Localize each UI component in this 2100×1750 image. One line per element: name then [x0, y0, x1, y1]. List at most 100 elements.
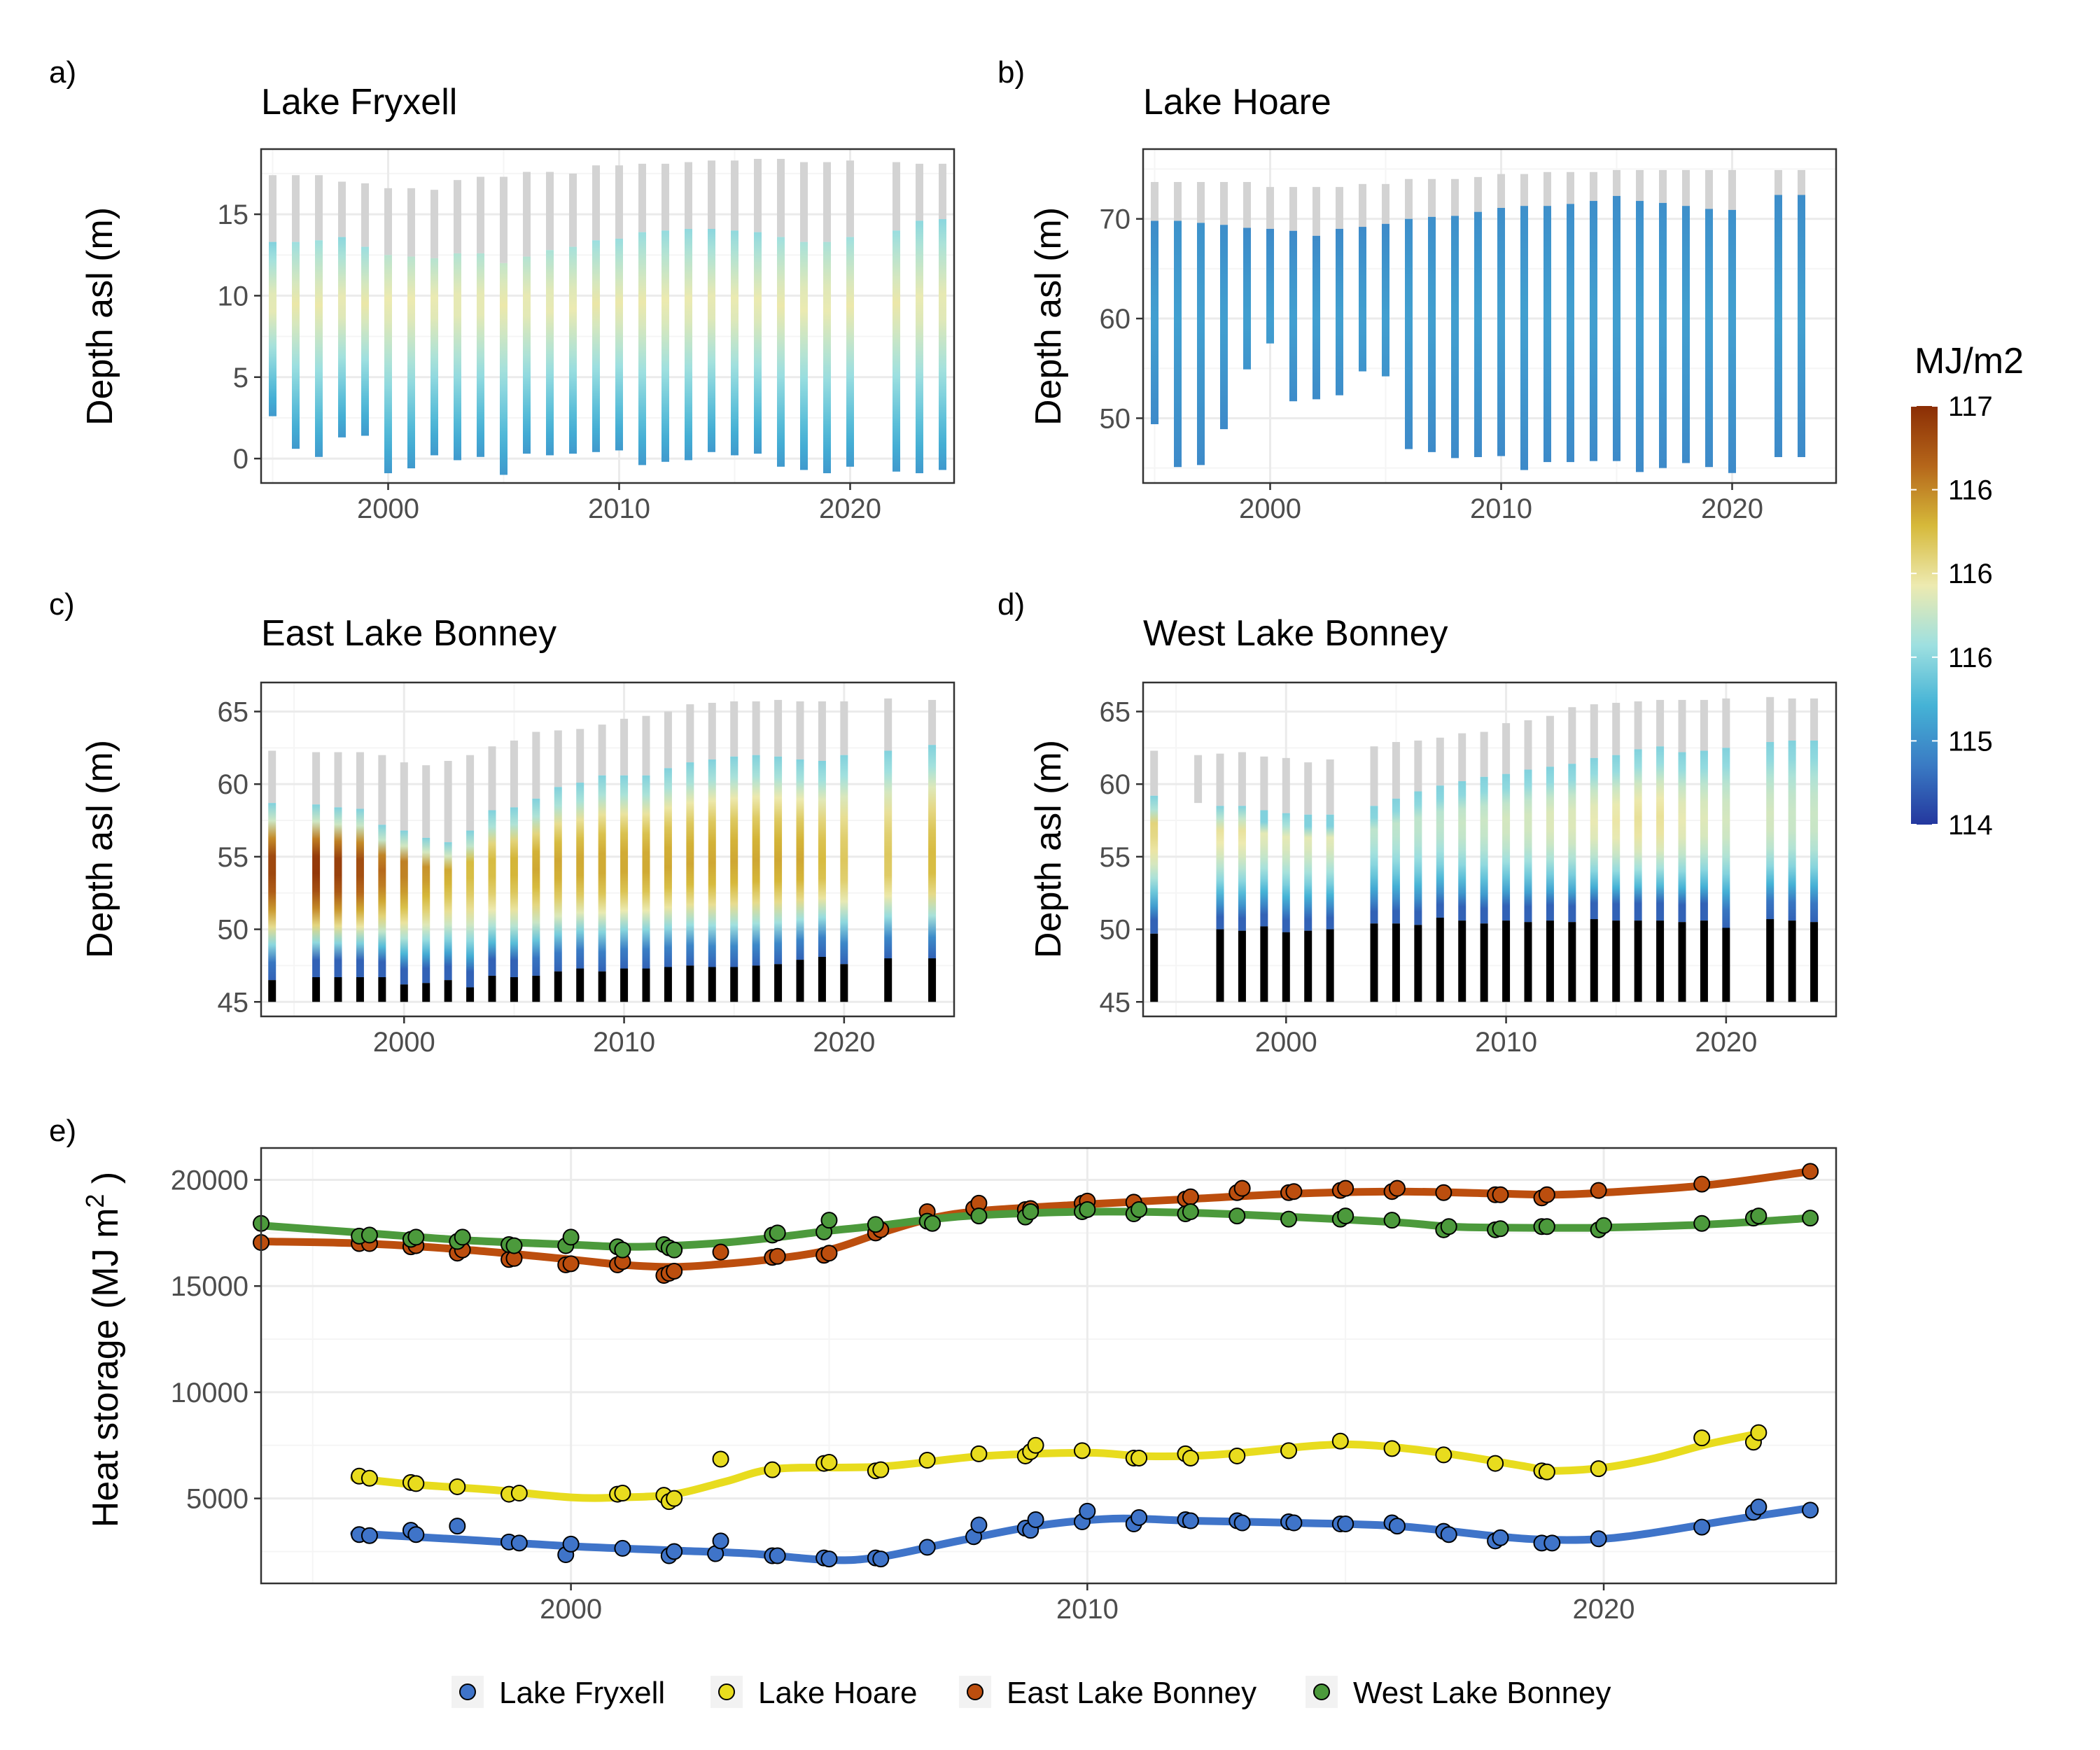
profile-bar: [1414, 791, 1422, 925]
ice-cover-bar: [1436, 737, 1444, 786]
ice-cover-bar: [638, 163, 646, 232]
ice-cover-bar: [576, 729, 584, 783]
data-point-3: [1182, 1203, 1199, 1221]
panel-d-title: West Lake Bonney: [1143, 613, 1448, 654]
profile-bar: [1405, 218, 1413, 449]
profile-bar: [1524, 769, 1532, 923]
profile-bar: [884, 750, 892, 959]
profile-bar: [554, 787, 562, 972]
ice-cover-bar: [1798, 169, 1805, 195]
ice-cover-bar: [312, 752, 321, 805]
data-point-2: [1388, 1180, 1406, 1197]
panel-label-a: a): [49, 55, 76, 90]
profile-bar: [1359, 227, 1366, 372]
ice-cover-bar: [892, 162, 900, 231]
ice-cover-bar: [1678, 699, 1686, 752]
profile-bar: [1520, 206, 1528, 470]
data-point-2: [1802, 1163, 1819, 1180]
bottom-brine-bar: [1700, 920, 1708, 1002]
profile-bar: [592, 240, 600, 452]
panel-e-ytick-label: 5000: [186, 1484, 248, 1515]
ice-cover-bar: [1238, 752, 1246, 806]
data-point-0: [1492, 1529, 1509, 1546]
profile-bar: [752, 755, 760, 966]
bottom-brine-bar: [1788, 920, 1796, 1002]
profile-bar: [1497, 208, 1505, 456]
bottom-brine-bar: [1260, 926, 1268, 1002]
panel-a-xtick-label: 2010: [588, 493, 650, 524]
profile-bar: [532, 798, 540, 976]
ice-cover-bar: [823, 162, 831, 242]
ice-cover-bar: [1705, 169, 1713, 209]
profile-bar: [1700, 750, 1708, 921]
profile-bar: [576, 783, 584, 969]
ice-cover-bar: [796, 701, 804, 760]
ice-cover-bar: [1151, 181, 1158, 221]
panel-b-border: [1142, 148, 1837, 484]
ice-cover-bar: [1788, 698, 1796, 741]
data-point-2: [1182, 1188, 1199, 1205]
bottom-brine-bar: [576, 968, 584, 1002]
bottom-brine-bar: [928, 958, 937, 1002]
ice-cover-bar: [454, 180, 461, 253]
ice-cover-bar: [361, 183, 369, 247]
ice-cover-bar: [1612, 703, 1620, 755]
bottom-brine-bar: [466, 987, 475, 1002]
profile-bar: [292, 241, 300, 449]
bottom-brine-bar: [444, 980, 452, 1002]
panel-a-ylabel: Depth asl (m): [80, 207, 120, 426]
data-point-1: [1750, 1424, 1768, 1441]
panel-e-plot: 2000 2010 2020 5000 10000 15000 20000: [171, 1147, 1837, 1625]
profile-bar: [1428, 216, 1436, 452]
panel-a-ytick-label: 10: [218, 281, 249, 312]
ice-cover-bar: [1289, 187, 1297, 231]
profile-bar: [1774, 195, 1782, 457]
bottom-brine-bar: [796, 960, 804, 1002]
profile-bar: [1766, 742, 1774, 920]
profile-bar: [1659, 202, 1667, 468]
profile-bar: [1568, 764, 1576, 923]
bottom-brine-bar: [1810, 922, 1819, 1002]
legend-marker-3: [1313, 1684, 1330, 1700]
ice-cover-bar: [1260, 756, 1268, 811]
ice-cover-bar: [554, 730, 562, 788]
data-point-0: [666, 1543, 683, 1560]
data-point-3: [820, 1212, 838, 1229]
data-point-1: [1027, 1436, 1044, 1454]
bottom-brine-bar: [356, 977, 364, 1002]
bottom-brine-bar: [1568, 922, 1576, 1002]
ice-cover-bar: [818, 701, 826, 761]
panel-e-xtick-label: 2020: [1573, 1594, 1635, 1625]
profile-bar: [1243, 227, 1251, 370]
ice-cover-bar: [1414, 740, 1422, 792]
data-point-3: [407, 1228, 425, 1246]
panel-a-xtick-label: 2020: [819, 493, 881, 524]
profile-bar: [356, 808, 364, 978]
panel-b-title: Lake Hoare: [1143, 82, 1331, 122]
bottom-brine-bar: [620, 968, 629, 1002]
data-point-0: [1440, 1526, 1457, 1544]
ice-cover-bar: [1497, 174, 1505, 209]
legend: Lake Fryxell Lake Hoare East Lake Bonney We…: [451, 1676, 1611, 1710]
ice-cover-bar: [1405, 178, 1413, 219]
data-point-0: [1233, 1514, 1251, 1532]
profile-bar: [510, 807, 518, 978]
profile-bar: [315, 240, 323, 457]
data-point-1: [1487, 1455, 1504, 1472]
data-point-3: [1750, 1208, 1768, 1225]
profile-bar: [730, 756, 738, 967]
profile-bar: [892, 230, 900, 472]
profile-bar: [1216, 806, 1224, 930]
data-point-3: [1337, 1208, 1354, 1225]
profile-bar: [1544, 206, 1551, 463]
bottom-brine-bar: [1216, 929, 1224, 1002]
profile-bar: [686, 762, 694, 966]
data-point-1: [360, 1469, 378, 1487]
data-point-2: [1435, 1184, 1452, 1201]
bottom-brine-bar: [554, 971, 562, 1002]
legend-label-3: West Lake Bonney: [1353, 1676, 1611, 1710]
colorbar-ramp: [1911, 406, 1938, 825]
ice-cover-bar: [500, 176, 507, 263]
panel-e-border: [260, 1147, 1837, 1585]
ice-cover-bar: [598, 724, 606, 776]
